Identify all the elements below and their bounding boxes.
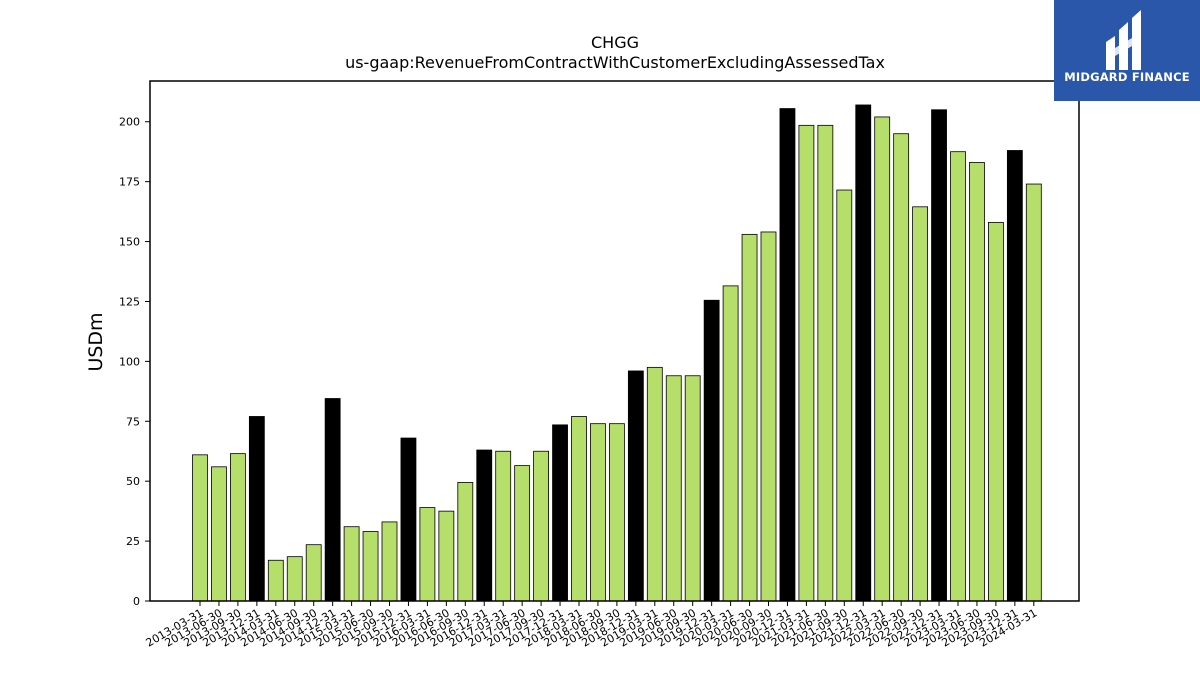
bar-2021-09-30 bbox=[836, 189, 853, 602]
bar-2018-12-31 bbox=[627, 370, 644, 602]
plot-frame bbox=[149, 80, 1080, 602]
y-tick-label: 25 bbox=[126, 535, 140, 548]
y-tick-label: 125 bbox=[119, 295, 140, 308]
bar-2013-12-31 bbox=[248, 416, 265, 602]
y-tick-label: 100 bbox=[119, 355, 140, 368]
bars-group bbox=[192, 104, 1042, 602]
bar-2019-09-30 bbox=[684, 375, 701, 602]
bar-2014-03-31 bbox=[267, 559, 284, 602]
bar-2016-09-30 bbox=[457, 481, 474, 602]
bar-2020-06-30 bbox=[741, 233, 758, 602]
bar-2024-03-31 bbox=[1025, 183, 1042, 602]
bar-2021-12-31 bbox=[855, 104, 872, 602]
bar-2020-03-31 bbox=[722, 285, 739, 602]
x-axis: 2013-03-312013-06-302013-09-302013-12-31… bbox=[144, 601, 1039, 650]
bar-2013-03-31 bbox=[192, 454, 208, 602]
y-tick-label: 75 bbox=[126, 415, 140, 428]
bar-2015-03-31 bbox=[343, 526, 360, 602]
bar-2023-09-30 bbox=[988, 221, 1004, 602]
midgard-logo-icon bbox=[1106, 10, 1141, 70]
bar-2020-12-31 bbox=[779, 108, 796, 602]
bar-2018-06-30 bbox=[590, 423, 606, 602]
bar-2018-09-30 bbox=[609, 423, 625, 602]
bar-2014-12-31 bbox=[324, 398, 341, 602]
bar-2021-06-30 bbox=[817, 124, 834, 602]
brand-name: MIDGARD FINANCE bbox=[1064, 70, 1190, 84]
y-tick-label: 150 bbox=[119, 236, 140, 249]
bar-2023-12-31 bbox=[1006, 150, 1023, 602]
bar-2014-09-30 bbox=[305, 544, 322, 602]
y-tick-label: 175 bbox=[119, 176, 140, 189]
bar-2013-09-30 bbox=[229, 453, 246, 602]
bar-2023-03-31 bbox=[950, 151, 966, 602]
chart-subtitle: us-gaap:RevenueFromContractWithCustomerE… bbox=[345, 53, 885, 72]
y-tick-label: 50 bbox=[126, 475, 140, 488]
bar-2022-09-30 bbox=[912, 206, 928, 602]
bar-2019-12-31 bbox=[703, 299, 720, 602]
bar-2015-09-30 bbox=[381, 521, 398, 602]
y-axis-label: USDm bbox=[85, 312, 107, 371]
bar-2019-03-31 bbox=[646, 366, 663, 602]
bar-2013-06-30 bbox=[211, 466, 227, 602]
y-tick-label: 200 bbox=[119, 116, 140, 129]
bar-2014-06-30 bbox=[286, 556, 303, 602]
y-axis: 0 25 50 75 100 125 150 175 200 bbox=[119, 116, 150, 608]
bar-2016-12-31 bbox=[476, 449, 493, 602]
bar-2015-06-30 bbox=[362, 531, 379, 602]
bar-2023-06-30 bbox=[969, 162, 985, 602]
bar-2022-06-30 bbox=[893, 133, 910, 602]
bar-2018-03-31 bbox=[571, 416, 587, 602]
bar-2017-06-30 bbox=[514, 465, 531, 602]
bar-2020-09-30 bbox=[760, 231, 777, 602]
bar-2016-06-30 bbox=[438, 510, 455, 602]
bar-2016-03-31 bbox=[419, 507, 436, 602]
bar-2021-03-31 bbox=[798, 124, 815, 602]
bar-2022-12-31 bbox=[931, 109, 947, 602]
chart-title: CHGG bbox=[591, 33, 639, 52]
bar-2022-03-31 bbox=[874, 116, 891, 602]
bar-2015-12-31 bbox=[400, 437, 417, 602]
bar-2017-09-30 bbox=[533, 450, 549, 602]
y-tick-label: 0 bbox=[133, 595, 140, 608]
brand-logo: MIDGARD FINANCE bbox=[1054, 0, 1200, 101]
bar-2017-12-31 bbox=[552, 424, 568, 602]
bar-2019-06-30 bbox=[665, 375, 682, 602]
bar-2017-03-31 bbox=[495, 450, 512, 602]
